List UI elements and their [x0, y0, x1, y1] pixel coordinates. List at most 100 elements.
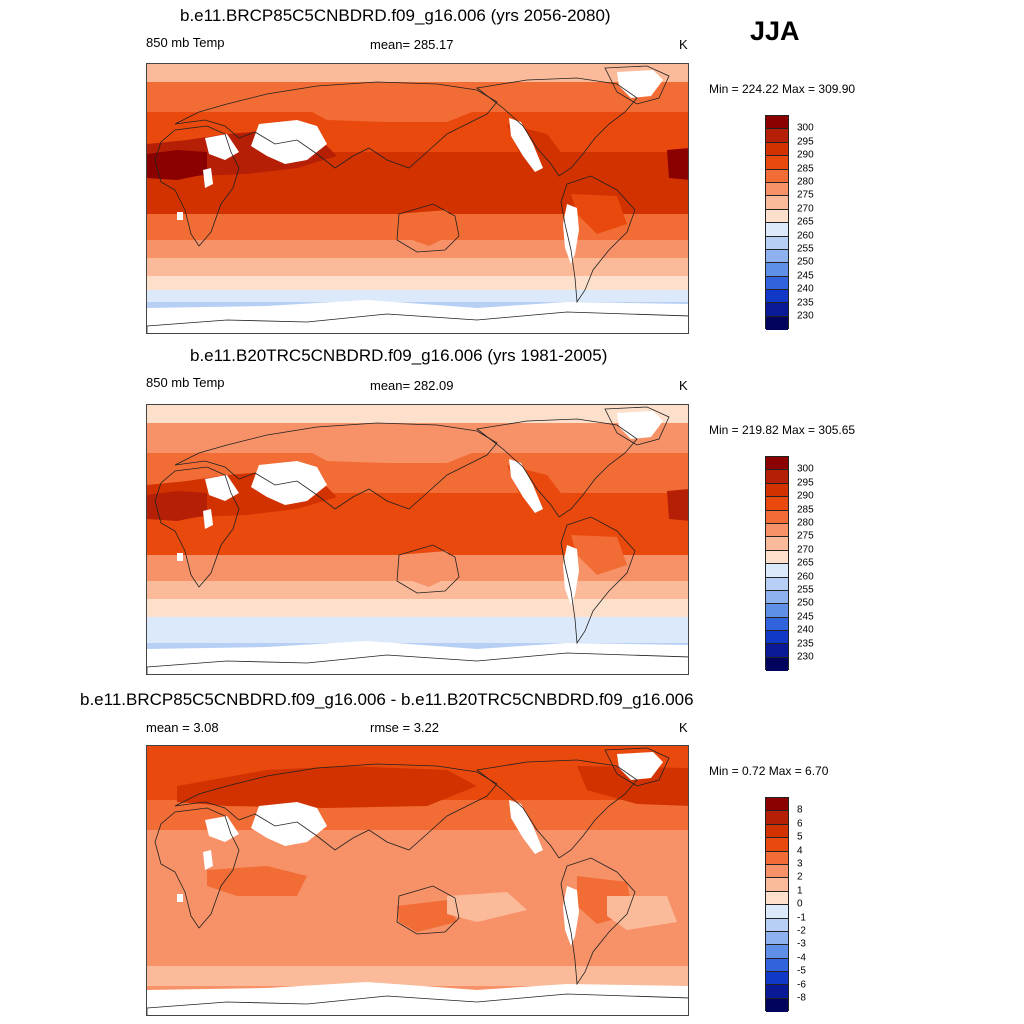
colorbar-tick-label: 1	[797, 885, 803, 897]
panel-3-mean-label: mean = 3.08	[146, 720, 219, 735]
colorbar-swatch	[766, 998, 788, 1013]
colorbar-swatch	[766, 590, 788, 605]
panel-1-variable-label: 850 mb Temp	[146, 35, 225, 50]
map-field	[147, 405, 688, 674]
colorbar-swatch	[766, 604, 788, 618]
colorbar-tick-label: 295	[797, 136, 814, 148]
panel-2-variable-label: 850 mb Temp	[146, 375, 225, 390]
colorbar-tick-label: 280	[797, 517, 814, 529]
colorbar-swatch	[766, 223, 788, 237]
panel-2-minmax: Min = 219.82 Max = 305.65	[709, 423, 856, 437]
colorbar-tick-label: 0	[797, 898, 803, 910]
colorbar-swatch	[766, 209, 788, 224]
colorbar-tick-label: 250	[797, 597, 814, 609]
colorbar-swatch	[766, 945, 788, 959]
panel-2-colorbar	[765, 456, 789, 672]
panel-1-map	[146, 63, 689, 334]
panel-3-rmse-label: rmse = 3.22	[370, 720, 440, 735]
colorbar-swatch	[766, 577, 788, 591]
colorbar-swatch	[766, 156, 788, 170]
colorbar-tick-label: 250	[797, 256, 814, 268]
colorbar-swatch	[766, 182, 788, 197]
colorbar-tick-label: 240	[797, 624, 814, 636]
colorbar-swatch	[766, 617, 788, 632]
panel-2-map	[146, 404, 689, 675]
colorbar-swatch	[766, 838, 788, 852]
colorbar-swatch	[766, 263, 788, 277]
panel-3-minmax: Min = 0.72 Max = 6.70	[709, 764, 829, 778]
panel-1-minmax: Min = 224.22 Max = 309.90	[709, 82, 856, 96]
colorbar-swatch	[766, 116, 788, 130]
colorbar-tick-label: 300	[797, 463, 814, 475]
panel-2-title: b.e11.B20TRC5CNBDRD.f09_g16.006 (yrs 198…	[190, 346, 608, 365]
season-label: JJA	[750, 16, 800, 46]
colorbar-tick-label: -3	[797, 938, 806, 950]
colorbar-tick-label: 235	[797, 297, 814, 309]
colorbar-swatch	[766, 644, 788, 658]
colorbar-tick-label: 4	[797, 845, 803, 857]
colorbar-tick-label: 295	[797, 477, 814, 489]
colorbar-swatch	[766, 931, 788, 946]
colorbar-tick-label: 270	[797, 544, 814, 556]
colorbar-swatch	[766, 905, 788, 919]
colorbar-swatch	[766, 316, 788, 331]
colorbar-swatch	[766, 891, 788, 906]
panel-3-units: K	[679, 720, 688, 735]
colorbar-tick-label: 275	[797, 530, 814, 542]
colorbar-swatch	[766, 878, 788, 892]
colorbar-swatch	[766, 169, 788, 183]
colorbar-swatch	[766, 631, 788, 645]
colorbar-tick-label: 5	[797, 831, 803, 843]
colorbar-swatch	[766, 798, 788, 812]
colorbar-swatch	[766, 918, 788, 932]
colorbar-tick-label: 265	[797, 216, 814, 228]
colorbar-tick-label: 300	[797, 122, 814, 134]
colorbar-tick-label: 6	[797, 818, 803, 830]
colorbar-tick-label: 275	[797, 189, 814, 201]
colorbar-tick-label: 255	[797, 584, 814, 596]
colorbar-tick-label: 290	[797, 490, 814, 502]
colorbar-swatch	[766, 290, 788, 304]
colorbar-tick-label: 240	[797, 283, 814, 295]
colorbar-tick-label: 2	[797, 871, 803, 883]
colorbar-swatch	[766, 564, 788, 578]
colorbar-tick-label: 265	[797, 557, 814, 569]
panel-1-mean-label: mean= 285.17	[370, 37, 454, 52]
panel-3-map	[146, 745, 689, 1016]
colorbar-tick-label: 260	[797, 230, 814, 242]
panel-3-colorbar	[765, 797, 789, 1013]
colorbar-swatch	[766, 142, 788, 157]
colorbar-swatch	[766, 276, 788, 291]
colorbar-tick-label: 285	[797, 504, 814, 516]
panel-1-units: K	[679, 37, 688, 52]
colorbar-tick-label: 245	[797, 270, 814, 282]
panel-1-title: b.e11.BRCP85C5CNBDRD.f09_g16.006 (yrs 20…	[180, 6, 611, 25]
colorbar-tick-label: 285	[797, 163, 814, 175]
colorbar-tick-label: 270	[797, 203, 814, 215]
colorbar-swatch	[766, 483, 788, 498]
colorbar-tick-label: 280	[797, 176, 814, 188]
colorbar-swatch	[766, 523, 788, 538]
colorbar-tick-label: 235	[797, 638, 814, 650]
colorbar-tick-label: 245	[797, 611, 814, 623]
colorbar-tick-label: -6	[797, 979, 806, 991]
colorbar-swatch	[766, 864, 788, 879]
colorbar-tick-label: 230	[797, 651, 814, 663]
colorbar-swatch	[766, 851, 788, 865]
colorbar-swatch	[766, 811, 788, 825]
colorbar-swatch	[766, 457, 788, 471]
map-field	[147, 746, 688, 1015]
panel-2-units: K	[679, 378, 688, 393]
colorbar-swatch	[766, 236, 788, 250]
colorbar-swatch	[766, 303, 788, 317]
colorbar-swatch	[766, 972, 788, 986]
colorbar-swatch	[766, 196, 788, 210]
colorbar-swatch	[766, 537, 788, 551]
panel-1-colorbar	[765, 115, 789, 331]
colorbar-tick-label: -1	[797, 912, 806, 924]
colorbar-tick-label: 255	[797, 243, 814, 255]
colorbar-swatch	[766, 550, 788, 565]
colorbar-tick-label: -8	[797, 992, 806, 1004]
colorbar-swatch	[766, 510, 788, 524]
colorbar-tick-label: 260	[797, 571, 814, 583]
